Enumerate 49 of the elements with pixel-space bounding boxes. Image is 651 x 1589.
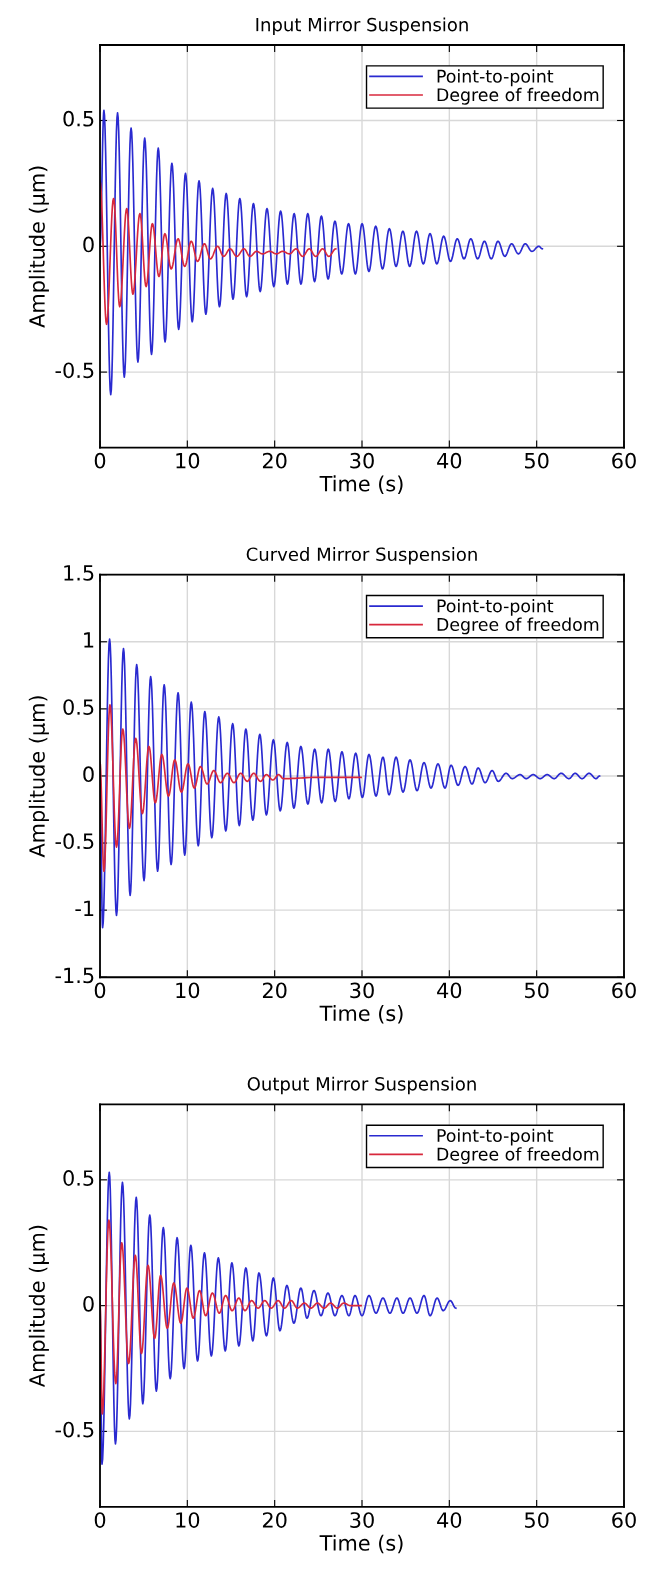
x-axis-title: Time (s) [319, 1534, 403, 1554]
legend-label: Degree of freedom [437, 1147, 599, 1164]
y-axis-title: Amplitude (μm) [28, 1225, 49, 1388]
x-tick-label: 20 [262, 452, 287, 469]
y-axis-title: Amplitude (μm) [28, 166, 49, 328]
x-tick-label: 40 [437, 452, 462, 469]
x-tick-label: 30 [350, 452, 374, 469]
x-tick-label: 10 [176, 1512, 200, 1528]
y-tick-label: 1 [84, 632, 94, 648]
legend-label: Point-to-point [437, 69, 554, 87]
x-tick-label: 0 [94, 982, 106, 999]
x-tick-label: 0 [94, 452, 106, 469]
x-tick-label: 40 [437, 1512, 462, 1528]
y-tick-label: -1 [75, 900, 94, 916]
chart-title: Output Mirror Suspension [247, 1076, 476, 1095]
x-tick-label: 60 [612, 982, 636, 999]
y-tick-label: -0.5 [55, 362, 94, 379]
x-tick-label: 30 [350, 982, 374, 999]
chart-title: Curved Mirror Suspension [246, 547, 477, 565]
y-tick-label: 0.5 [63, 110, 94, 127]
y-tick-label: -0.5 [55, 1421, 94, 1438]
legend-label: Point-to-point [437, 598, 554, 616]
x-axis-title: Time (s) [319, 1005, 403, 1024]
legend-label: Degree of freedom [437, 617, 599, 635]
x-tick-label: 0 [94, 1512, 106, 1528]
x-tick-label: 60 [612, 452, 636, 469]
y-tick-label: 0.5 [63, 1170, 94, 1186]
x-tick-label: 10 [176, 982, 200, 999]
y-tick-label: 1.5 [64, 565, 94, 581]
x-tick-label: 50 [525, 1512, 549, 1528]
x-tick-label: 60 [612, 1512, 636, 1528]
x-tick-label: 50 [525, 982, 549, 999]
y-axis-title: Amplitude (μm) [28, 696, 49, 858]
x-tick-label: 50 [525, 452, 549, 469]
x-tick-label: 40 [437, 982, 462, 999]
chart-title: Input Mirror Suspension [256, 17, 468, 35]
y-tick-label: -0.5 [55, 833, 94, 850]
legend-label: Point-to-point [437, 1128, 554, 1146]
y-tick-label: 0.5 [63, 699, 94, 715]
x-tick-label: 10 [176, 452, 200, 469]
x-tick-label: 20 [262, 1512, 287, 1528]
legend-label: Degree of freedom [437, 87, 599, 105]
x-axis-title: Time (s) [319, 475, 403, 494]
x-tick-label: 20 [262, 982, 287, 999]
y-tick-label: 0 [83, 1295, 94, 1312]
x-tick-label: 30 [350, 1512, 374, 1528]
y-tick-label: 0 [83, 236, 94, 253]
y-tick-label: -1.5 [55, 967, 94, 984]
y-tick-label: 0 [83, 766, 94, 783]
